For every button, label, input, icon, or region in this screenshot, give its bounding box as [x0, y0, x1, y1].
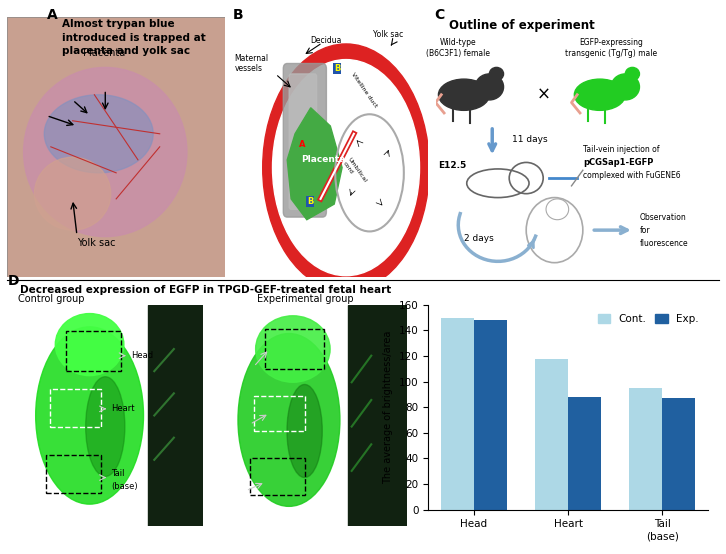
Text: Umbilical
cord: Umbilical cord [342, 157, 367, 187]
Ellipse shape [23, 68, 187, 237]
Ellipse shape [35, 157, 110, 230]
Text: for: for [640, 225, 650, 235]
Text: A: A [47, 8, 58, 22]
Bar [46, 455, 102, 493]
Text: ×: × [537, 86, 550, 104]
Bar [266, 329, 325, 369]
Polygon shape [287, 107, 342, 220]
Bar [568, 397, 601, 510]
Text: B: B [307, 197, 313, 206]
Text: Control group: Control group [17, 294, 84, 304]
Bar [474, 320, 507, 510]
Text: Placenta: Placenta [83, 48, 126, 58]
Bar [148, 305, 203, 526]
Text: Yolk sac: Yolk sac [373, 30, 404, 39]
Ellipse shape [256, 316, 330, 382]
Text: Heart: Heart [111, 404, 134, 413]
Ellipse shape [287, 384, 322, 478]
Text: Decreased expression of EGFP in TPGD-GEF-treated fetal heart: Decreased expression of EGFP in TPGD-GEF… [20, 285, 391, 295]
Text: (a): (a) [17, 312, 30, 322]
Ellipse shape [272, 60, 420, 276]
Circle shape [489, 68, 504, 80]
Text: 11 days: 11 days [512, 135, 547, 143]
Bar [662, 398, 696, 510]
Text: pCGSap1-EGFP: pCGSap1-EGFP [583, 158, 653, 167]
Text: Tail: Tail [111, 469, 125, 478]
Text: Maternal
vessels: Maternal vessels [234, 54, 269, 73]
Text: complexed with FuGENE6: complexed with FuGENE6 [583, 171, 680, 180]
Text: fluorescence: fluorescence [640, 239, 688, 248]
Text: Outline of experiment: Outline of experiment [449, 19, 595, 32]
Text: Observation: Observation [640, 213, 686, 222]
Ellipse shape [439, 79, 489, 110]
Text: Experimental group: Experimental group [256, 294, 354, 304]
Ellipse shape [44, 95, 153, 173]
Text: (base): (base) [111, 482, 138, 491]
FancyBboxPatch shape [289, 74, 317, 209]
Ellipse shape [86, 377, 125, 476]
Legend: Cont., Exp.: Cont., Exp. [594, 310, 703, 329]
Text: E12.5: E12.5 [439, 161, 467, 170]
Bar [348, 305, 407, 526]
FancyBboxPatch shape [283, 64, 327, 217]
Bar [253, 396, 305, 431]
Bar [441, 317, 474, 510]
Circle shape [476, 74, 504, 100]
Ellipse shape [36, 327, 144, 504]
Bar [535, 358, 568, 510]
Ellipse shape [263, 44, 429, 291]
Text: Decidua: Decidua [311, 35, 342, 45]
Circle shape [625, 68, 640, 80]
Text: B: B [334, 64, 340, 73]
Text: Placenta: Placenta [301, 156, 346, 165]
Text: C: C [434, 8, 444, 22]
Bar [66, 331, 121, 371]
Bar [250, 458, 305, 495]
Text: Head: Head [131, 351, 153, 360]
Text: Tail-vein injection of: Tail-vein injection of [583, 145, 659, 154]
Y-axis label: The average of brightness/area: The average of brightness/area [383, 331, 393, 484]
Circle shape [611, 74, 640, 100]
Text: 2 days: 2 days [464, 234, 494, 243]
Ellipse shape [238, 334, 340, 506]
Ellipse shape [574, 79, 625, 110]
Text: A: A [299, 140, 306, 149]
Text: D: D [7, 274, 19, 288]
Text: Almost trypan blue
introduced is trapped at
placenta and yolk sac: Almost trypan blue introduced is trapped… [62, 19, 205, 56]
Bar [50, 389, 102, 427]
Text: B: B [233, 8, 244, 22]
Text: EGFP-expressing
transgenic (Tg/Tg) male: EGFP-expressing transgenic (Tg/Tg) male [565, 38, 657, 58]
Text: (b): (b) [221, 312, 234, 322]
Text: Vitelline duct: Vitelline duct [350, 72, 378, 109]
Bar [629, 388, 662, 510]
Text: Yolk sac: Yolk sac [77, 238, 115, 248]
Text: Wild-type
(B6C3F1) female: Wild-type (B6C3F1) female [426, 38, 490, 58]
Ellipse shape [55, 314, 124, 376]
